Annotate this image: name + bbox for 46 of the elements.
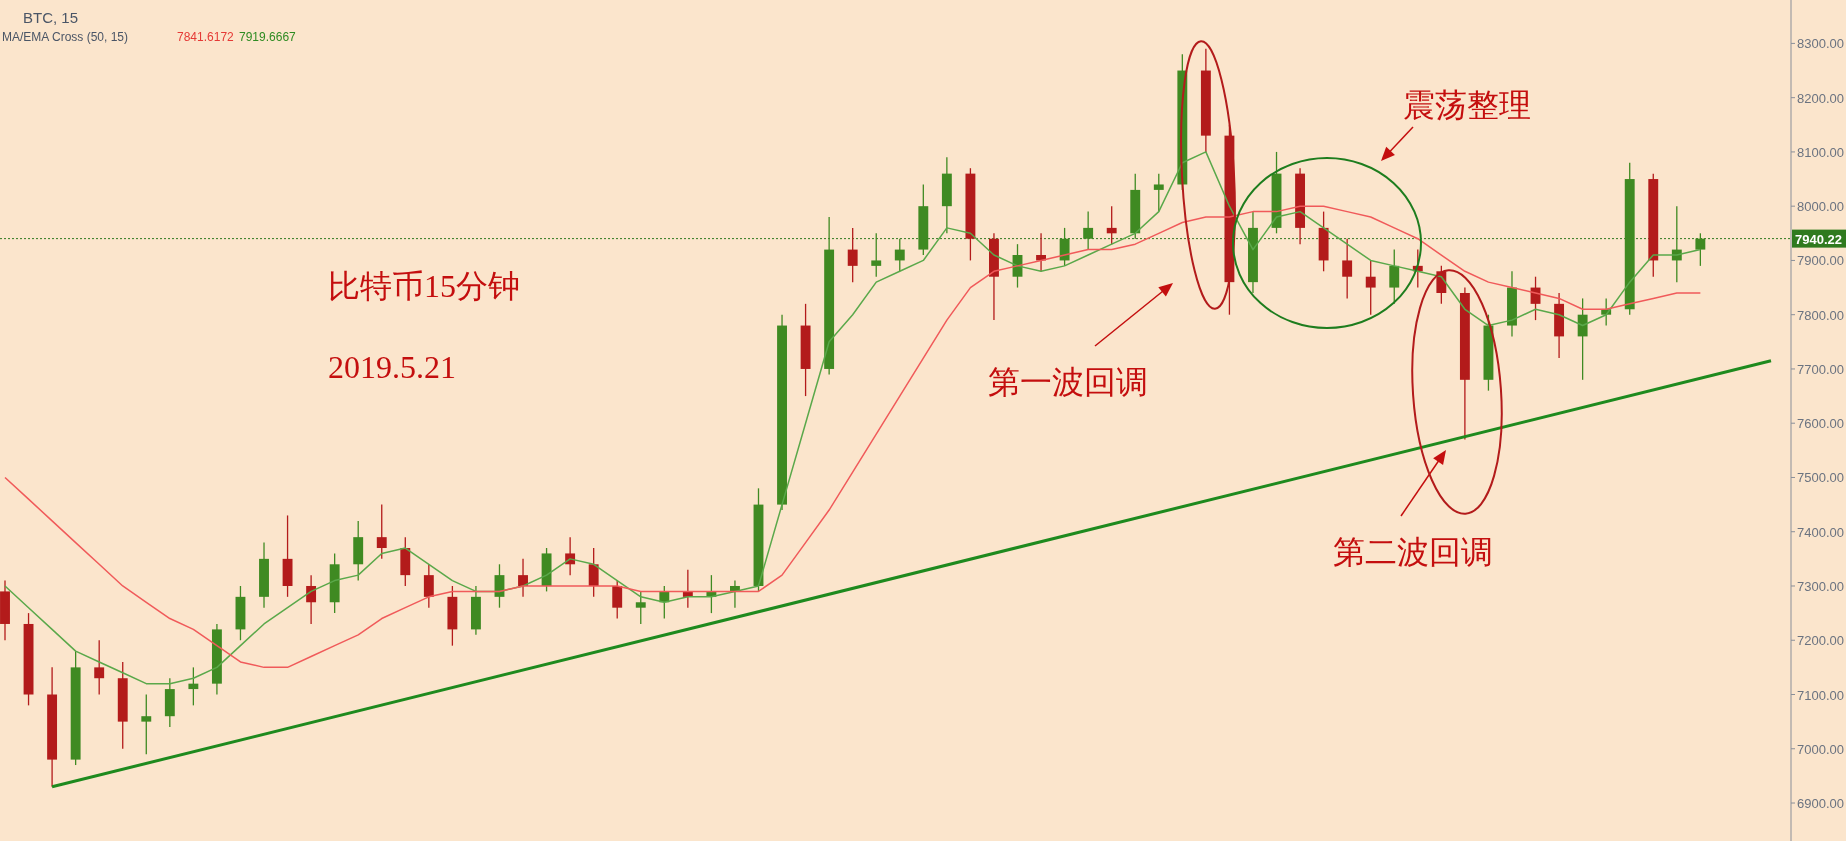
annotation: 7841.6172	[177, 30, 235, 44]
text: MA/EMA Cross (50, 15)	[2, 30, 129, 44]
candlestick	[635, 590, 646, 625]
text: BTC, 15	[23, 9, 79, 26]
candlestick	[1365, 259, 1376, 316]
y-tick-label: 7400.00	[1797, 524, 1844, 540]
annotation: 第一波回调	[988, 364, 1148, 400]
candlestick	[376, 503, 387, 560]
y-tick-label: 7900.00	[1797, 253, 1844, 269]
candlestick	[1106, 205, 1117, 245]
candlestick	[1342, 238, 1353, 300]
y-tick-label: 8100.00	[1797, 144, 1844, 160]
y-tick-label: 8300.00	[1797, 36, 1844, 52]
candlestick	[423, 563, 434, 609]
candlestick	[1695, 232, 1706, 267]
candlestick	[94, 639, 105, 696]
y-tick-label: 7600.00	[1797, 416, 1844, 432]
y-tick-label: 8200.00	[1797, 90, 1844, 106]
y-tick-label: 7100.00	[1797, 687, 1844, 703]
candlestick	[894, 238, 905, 272]
annotation: 2019.5.21	[328, 349, 456, 385]
annotation: 第二波回调	[1333, 534, 1493, 570]
candlestick	[588, 547, 599, 598]
candlestick	[1389, 248, 1400, 305]
candlestick	[871, 232, 882, 278]
candlestick	[612, 579, 623, 620]
annotation: 7919.6667	[239, 30, 297, 44]
annotation: 震荡整理	[1403, 87, 1531, 123]
y-tick-label: 7300.00	[1797, 578, 1844, 594]
candlestick	[188, 666, 199, 706]
candlestick	[1083, 210, 1094, 251]
candlestick	[1577, 297, 1588, 381]
y-tick-label: 7000.00	[1797, 741, 1844, 757]
candlestick	[847, 227, 858, 283]
y-tick-label: 7800.00	[1797, 307, 1844, 323]
candlestick	[1059, 227, 1070, 267]
y-tick-label: 7500.00	[1797, 470, 1844, 486]
candlestick	[518, 558, 528, 598]
y-tick-label: 7700.00	[1797, 361, 1844, 377]
annotation: 比特币15分钟	[328, 268, 520, 304]
candlestick	[1153, 172, 1164, 213]
candlestick	[141, 693, 152, 755]
y-tick-label: 7200.00	[1797, 633, 1844, 649]
y-tick-label: 8000.00	[1797, 199, 1844, 215]
y-tick-label: 6900.00	[1797, 796, 1844, 812]
ref-line-label: 7940.22	[1795, 231, 1842, 247]
